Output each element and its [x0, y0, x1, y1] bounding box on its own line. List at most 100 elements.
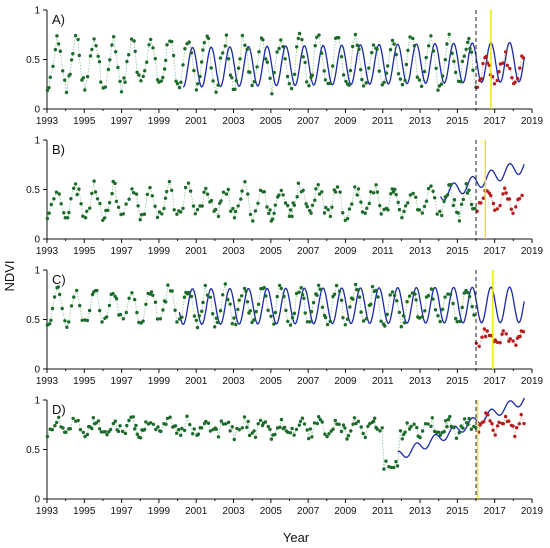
- observed-pre-point: [168, 415, 172, 419]
- observed-pre-point: [292, 203, 297, 207]
- observed-pre-point: [148, 185, 152, 190]
- observed-pre-point: [127, 53, 131, 57]
- observed-pre-point: [383, 324, 387, 328]
- observed-pre-point: [277, 283, 282, 288]
- observed-pre-point: [198, 74, 202, 79]
- x-tick-label: 2005: [260, 376, 283, 387]
- observed-pre-point: [221, 190, 226, 194]
- observed-pre-point: [268, 427, 272, 432]
- observed-pre-point: [64, 90, 69, 95]
- observed-pre-point: [49, 202, 53, 207]
- observed-pre-point: [462, 417, 467, 421]
- observed-pre-point: [250, 320, 254, 325]
- observed-post-point: [507, 197, 512, 201]
- observed-pre-point: [356, 187, 361, 191]
- observed-pre-point: [466, 422, 470, 427]
- observed-pre-point: [149, 290, 154, 294]
- y-tick-label: 0: [34, 495, 40, 506]
- observed-pre-point: [388, 48, 393, 52]
- observed-pre-point: [123, 431, 128, 436]
- x-tick-label: 2007: [297, 376, 320, 387]
- observed-pre-point: [369, 190, 373, 194]
- observed-pre-point: [58, 292, 62, 297]
- observed-pre-point: [125, 59, 129, 64]
- observed-pre-point: [436, 88, 440, 92]
- observed-pre-point: [390, 187, 394, 191]
- observed-pre-point: [454, 436, 459, 440]
- observed-pre-point: [263, 420, 268, 424]
- observed-pre-point: [95, 288, 99, 293]
- observed-pre-point: [446, 292, 450, 296]
- observed-pre-point: [221, 293, 225, 297]
- x-tick-label: 2003: [222, 376, 245, 387]
- observed-pre-point: [218, 309, 223, 313]
- observed-pre-point: [108, 427, 113, 432]
- observed-pre-point: [456, 211, 460, 215]
- x-tick-label: 2019: [521, 376, 544, 387]
- observed-pre-point: [378, 204, 382, 208]
- observed-pre-point: [257, 50, 261, 54]
- observed-pre-point: [389, 192, 393, 196]
- observed-post-point: [521, 330, 526, 334]
- x-tick-label: 2011: [372, 116, 394, 127]
- observed-pre-point: [468, 46, 472, 51]
- observed-pre-point: [292, 311, 297, 316]
- observed-pre-point: [90, 292, 95, 297]
- observed-post-point: [515, 426, 519, 430]
- observed-pre-point: [337, 422, 341, 426]
- observed-post-point: [522, 421, 526, 426]
- observed-pre-point: [156, 425, 160, 429]
- observed-pre-point: [55, 420, 59, 425]
- observed-pre-point: [414, 195, 418, 199]
- observed-pre-point: [443, 58, 447, 62]
- observed-pre-point: [92, 37, 96, 41]
- x-tick-label: 2017: [484, 506, 507, 517]
- observed-pre-point: [209, 198, 214, 203]
- observed-pre-point: [72, 295, 76, 299]
- observed-pre-point: [310, 203, 315, 207]
- observed-pre-point: [411, 191, 415, 196]
- observed-pre-point: [470, 304, 474, 309]
- observed-pre-point: [337, 36, 341, 40]
- observed-pre-point: [269, 314, 273, 318]
- observed-pre-point: [455, 320, 459, 324]
- observed-pre-point: [465, 290, 470, 295]
- observed-pre-point: [287, 82, 291, 86]
- y-tick-label: 1: [34, 6, 40, 17]
- observed-pre-point: [438, 433, 442, 437]
- observed-pre-point: [56, 42, 61, 46]
- observed-pre-point: [447, 32, 451, 36]
- observed-pre-point: [318, 417, 323, 422]
- observed-pre-point: [433, 308, 438, 312]
- observed-post-point: [500, 332, 504, 336]
- observed-pre-point: [406, 201, 410, 205]
- observed-pre-point: [279, 38, 283, 42]
- observed-post-point: [511, 424, 515, 428]
- observed-pre-point: [208, 429, 213, 433]
- observed-pre-point: [155, 317, 160, 321]
- observed-pre-point: [201, 48, 205, 52]
- observed-pre-point: [367, 66, 371, 70]
- observed-pre-point: [67, 210, 71, 215]
- x-tick-label: 2015: [446, 246, 469, 257]
- observed-post-point: [519, 412, 523, 417]
- observed-pre-point: [273, 310, 278, 315]
- observed-pre-point: [105, 315, 109, 319]
- observed-pre-point: [386, 208, 390, 212]
- observed-pre-point: [371, 43, 376, 47]
- observed-post-point: [513, 80, 517, 84]
- observed-pre-point: [268, 76, 272, 81]
- observed-pre-point: [407, 427, 412, 431]
- observed-pre-point: [352, 416, 357, 420]
- observed-pre-point: [286, 319, 290, 324]
- observed-pre-point: [52, 295, 57, 299]
- observed-pre-point: [302, 296, 306, 300]
- observed-pre-point: [83, 434, 87, 439]
- observed-pre-point: [323, 315, 328, 320]
- observed-pre-point: [142, 427, 147, 432]
- observed-pre-point: [367, 201, 371, 206]
- observed-pre-point: [460, 305, 464, 310]
- observed-post-point: [501, 329, 505, 333]
- observed-pre-point: [132, 39, 136, 43]
- observed-pre-point: [292, 72, 297, 77]
